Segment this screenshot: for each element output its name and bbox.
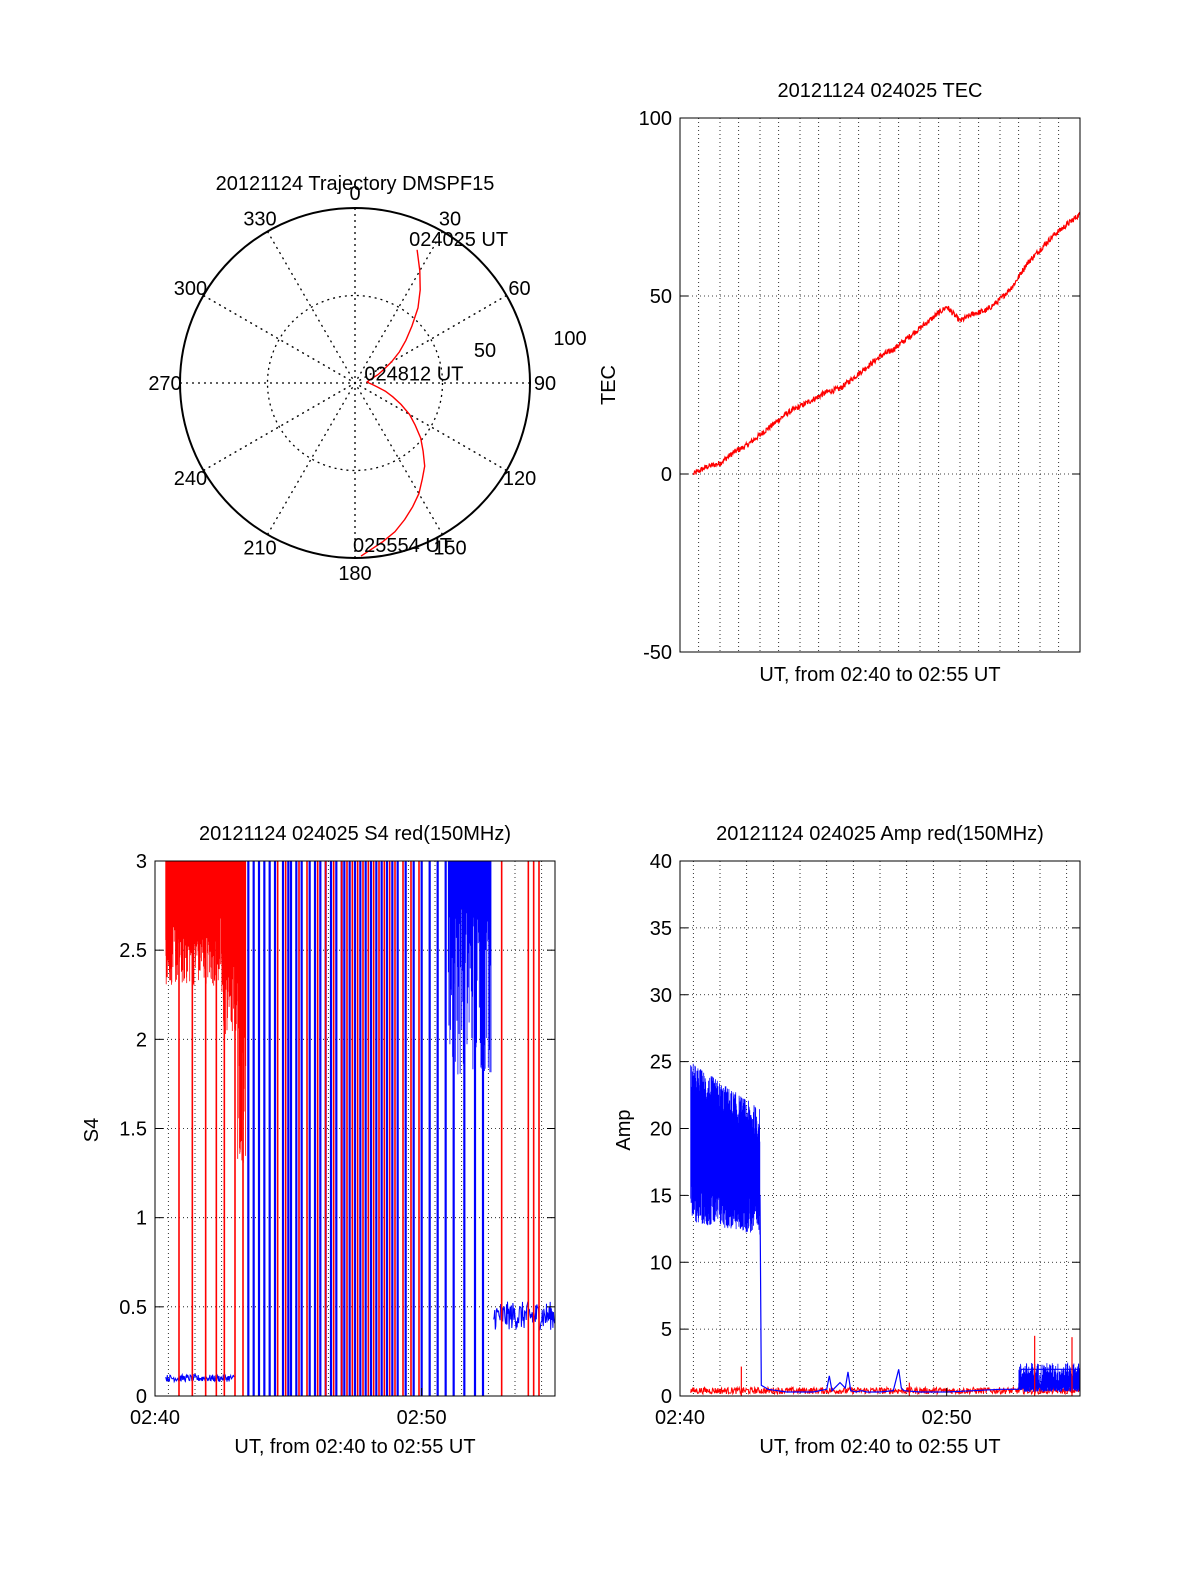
azimuth-label-300: 300 — [174, 278, 207, 300]
s4-blue-segment-0 — [165, 1372, 235, 1384]
trajectory-azimuth-labels: 0 30 60 90 120 150 180 210 240 270 300 330 — [148, 183, 556, 585]
trajectory-ring-50 — [266, 294, 444, 472]
s4-x-axis-label: UT, from 02:40 to 02:55 UT — [234, 1436, 475, 1458]
amp-panel: 20121124 024025 Amp red(150MHz) 0 5 10 15 20… — [613, 823, 1081, 1458]
azimuth-label-330: 330 — [243, 208, 276, 230]
s4-red-fill-2 — [237, 861, 247, 1163]
s4-red-fill-0 — [165, 861, 223, 986]
s4-title: 20121124 024025 S4 red(150MHz) — [199, 823, 511, 845]
azimuth-label-120: 120 — [503, 468, 536, 490]
trajectory-annotation-2: 025554 UT — [353, 535, 452, 557]
tec-ytick-label-2: 50 — [650, 286, 672, 308]
amp-ytick-label-8: 40 — [650, 851, 672, 873]
s4-ytick-label-3: 1.5 — [119, 1119, 147, 1141]
amp-x-axis-label: UT, from 02:40 to 02:55 UT — [759, 1436, 1000, 1458]
tec-grid — [680, 118, 1080, 652]
s4-y-axis-label: S4 — [81, 1118, 103, 1142]
tec-panel: 20121124 024025 TEC -50 0 50 100 UT, from 0… — [598, 80, 1081, 686]
tec-plot-frame — [679, 117, 1081, 653]
tec-line — [692, 211, 1081, 476]
trajectory-panel: 20121124 Trajectory DMSPF15 0 30 60 90 120 15… — [148, 173, 586, 585]
trajectory-track — [360, 249, 426, 557]
trajectory-grid — [180, 208, 530, 558]
amp-ticks: 0 5 10 15 20 25 30 35 40 02:40 02:50 — [650, 851, 1080, 1429]
amp-ytick-label-1: 5 — [661, 1319, 672, 1341]
tec-ytick-label-0: -50 — [643, 642, 672, 664]
trajectory-annotations: 024025 UT 024812 UT 025554 UT — [353, 229, 508, 557]
s4-ticks: 0 0.5 1 1.5 2 2.5 3 02:40 02:50 — [119, 851, 555, 1429]
azimuth-label-90: 90 — [534, 373, 556, 395]
amp-ytick-label-6: 30 — [650, 985, 672, 1007]
azimuth-label-30: 30 — [439, 208, 461, 230]
azimuth-label-180: 180 — [338, 563, 371, 585]
tec-y-axis-label: TEC — [598, 365, 620, 405]
amp-ytick-label-4: 20 — [650, 1119, 672, 1141]
amp-xtick-label-1: 02:50 — [922, 1407, 972, 1429]
azimuth-label-0: 0 — [349, 183, 360, 205]
azimuth-label-150: 150 — [433, 538, 466, 560]
tec-title: 20121124 024025 TEC — [778, 80, 983, 102]
amp-blue-tail — [1018, 1362, 1081, 1392]
s4-ytick-label-6: 3 — [136, 851, 147, 873]
s4-ytick-label-0: 0 — [136, 1386, 147, 1408]
amp-ytick-label-0: 0 — [661, 1386, 672, 1408]
amp-ytick-label-2: 10 — [650, 1252, 672, 1274]
amp-y-axis-label: Amp — [613, 1109, 635, 1150]
amp-ytick-label-3: 15 — [650, 1185, 672, 1207]
azimuth-label-60: 60 — [508, 278, 530, 300]
s4-ytick-label-5: 2.5 — [119, 940, 147, 962]
trajectory-radial-labels: 50 100 — [474, 328, 587, 362]
tec-ytick-label-3: 100 — [639, 108, 672, 130]
trajectory-outer-circle — [179, 207, 531, 559]
amp-ytick-label-5: 25 — [650, 1052, 672, 1074]
trajectory-annotation-1: 024812 UT — [364, 364, 463, 386]
amp-blue-band-0 — [690, 1063, 761, 1235]
amp-blue-line — [759, 1195, 1080, 1393]
amp-title: 20121124 024025 Amp red(150MHz) — [716, 823, 1044, 845]
s4-ytick-label-2: 1 — [136, 1208, 147, 1230]
amp-series — [690, 1063, 1081, 1396]
s4-blue-segment-1 — [493, 1301, 556, 1331]
tec-y-ticks: -50 0 50 100 — [639, 108, 1080, 664]
s4-xtick-label-1: 02:50 — [397, 1407, 447, 1429]
azimuth-label-270: 270 — [148, 373, 181, 395]
tec-series — [692, 211, 1081, 476]
amp-grid — [680, 861, 1080, 1396]
s4-blue-band-0 — [447, 861, 492, 1075]
trajectory-title: 20121124 Trajectory DMSPF15 — [216, 173, 495, 195]
s4-panel: 20121124 024025 S4 red(150MHz) 0 0.5 1 1.5 2… — [81, 823, 556, 1458]
s4-xtick-label-0: 02:40 — [130, 1407, 180, 1429]
tec-ytick-label-1: 0 — [661, 464, 672, 486]
amp-ytick-label-7: 35 — [650, 918, 672, 940]
trajectory-annotation-0: 024025 UT — [409, 229, 508, 251]
azimuth-label-240: 240 — [174, 468, 207, 490]
s4-ytick-label-1: 0.5 — [119, 1297, 147, 1319]
tec-x-axis-label: UT, from 02:40 to 02:55 UT — [759, 664, 1000, 686]
amp-xtick-label-0: 02:40 — [655, 1407, 705, 1429]
trajectory-spoke-150 — [266, 231, 444, 535]
azimuth-label-210: 210 — [243, 538, 276, 560]
s4-ytick-label-4: 2 — [136, 1029, 147, 1051]
radial-label-50: 50 — [474, 340, 496, 362]
radial-label-100: 100 — [553, 328, 586, 350]
s4-series — [165, 861, 556, 1396]
